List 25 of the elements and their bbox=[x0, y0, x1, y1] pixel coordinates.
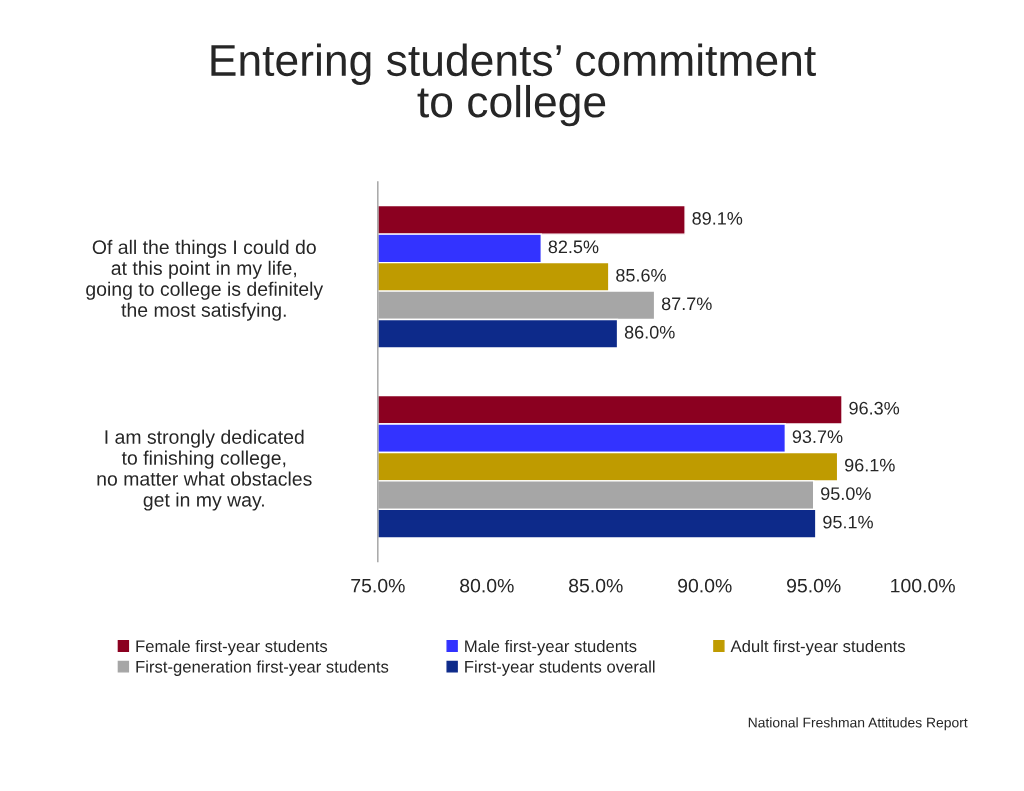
data-label: 89.1% bbox=[692, 211, 743, 225]
legend-label: Female first-year students bbox=[136, 639, 328, 656]
legend-label: Male first-year students bbox=[465, 639, 637, 656]
text: National Freshman Attitudes Report bbox=[748, 717, 968, 731]
x-tick-label: 95.0% bbox=[787, 578, 841, 593]
legend-label: First-generation first-year students bbox=[136, 660, 389, 676]
data-label: 86.0% bbox=[624, 325, 675, 339]
x-tick-label: 75.0% bbox=[351, 578, 405, 593]
legend-label: First-year students overall bbox=[465, 660, 655, 676]
data-label: 82.5% bbox=[548, 240, 599, 254]
x-tick-label: 80.0% bbox=[460, 578, 514, 593]
x-tick-label: 100.0% bbox=[891, 578, 955, 593]
data-label: 95.1% bbox=[823, 515, 873, 529]
data-label: 95.0% bbox=[821, 487, 871, 501]
y-tick-label: Of all the things I could do at this point in my life, going to college is definitely the most satisfying. bbox=[86, 239, 324, 321]
data-label: 87.7% bbox=[661, 297, 712, 311]
x-tick-label: 85.0% bbox=[569, 578, 623, 593]
chart-title: Entering students’ commitment to college bbox=[211, 43, 816, 127]
data-label: 96.3% bbox=[849, 401, 900, 415]
data-label: 85.6% bbox=[616, 268, 666, 282]
data-label: 93.7% bbox=[792, 430, 843, 444]
data-label: 96.1% bbox=[845, 458, 895, 472]
y-tick-label: I am strongly dedicated to finishing college, no matter what obstacles get in my way. bbox=[97, 429, 312, 511]
legend-label: Adult first-year students bbox=[730, 639, 906, 656]
x-tick-label: 90.0% bbox=[678, 578, 732, 593]
